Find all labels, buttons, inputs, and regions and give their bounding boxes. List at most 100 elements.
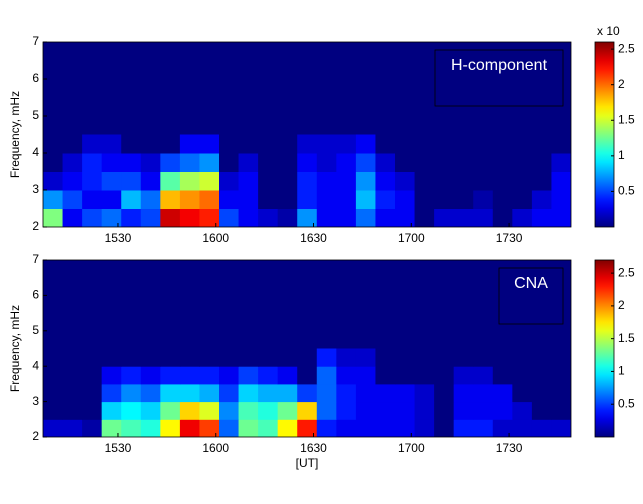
heat-cell	[375, 383, 396, 403]
heat-cell	[238, 348, 259, 367]
heat-cell	[199, 171, 220, 191]
heat-cell	[414, 383, 435, 403]
heat-cell	[277, 208, 298, 227]
heat-cell	[62, 153, 83, 172]
colorbar-tick-label: 1.5	[618, 112, 635, 126]
x-tick-label: 1530	[105, 231, 132, 245]
colorbar-tick-label: 1	[618, 148, 625, 162]
heat-cell	[258, 348, 279, 367]
heat-cell	[512, 153, 533, 172]
heat-cell	[62, 383, 83, 403]
heat-cell	[336, 208, 357, 227]
heat-cell	[375, 134, 396, 154]
heat-cell	[414, 366, 435, 385]
heat-cell	[492, 383, 513, 403]
heat-cell	[199, 366, 220, 385]
heat-cell	[512, 348, 533, 367]
heat-cell	[179, 366, 200, 385]
heat-cell	[258, 153, 279, 172]
heat-cell	[395, 401, 416, 420]
heat-cell	[121, 153, 142, 172]
heat-cell	[160, 348, 181, 367]
heat-cell	[238, 419, 259, 437]
heat-cell	[238, 366, 259, 385]
heat-cell	[160, 401, 181, 420]
annotation: H-component	[451, 57, 548, 74]
heat-cell	[551, 419, 571, 437]
heat-cell	[121, 419, 142, 437]
heat-cell	[453, 208, 474, 227]
heat-cell	[492, 208, 513, 227]
x-tick-label: 1630	[300, 441, 327, 455]
heat-cell	[101, 383, 122, 403]
heat-cell	[277, 348, 298, 367]
heat-cell	[238, 190, 259, 209]
colorbar-tick-label: 0.5	[618, 184, 635, 198]
heat-cell	[297, 401, 318, 420]
heat-cell	[238, 171, 259, 191]
heat-cell	[414, 190, 435, 209]
x-tick-label: 1730	[496, 441, 523, 455]
heat-cell	[62, 401, 83, 420]
heat-cell	[219, 383, 240, 403]
heat-cell	[551, 366, 571, 385]
heat-cell	[473, 348, 494, 367]
heat-cell	[355, 348, 376, 367]
heat-cell	[277, 171, 298, 191]
heat-cell	[375, 208, 396, 227]
heat-cell	[43, 348, 64, 367]
heat-cell	[43, 366, 64, 385]
heat-cell	[101, 171, 122, 191]
heat-cell	[512, 134, 533, 154]
heat-cell	[160, 366, 181, 385]
heat-cell	[414, 208, 435, 227]
x-tick-label: 1700	[398, 231, 425, 245]
heat-cell	[531, 348, 552, 367]
heat-cell	[160, 208, 181, 227]
heat-cell	[512, 401, 533, 420]
heat-cell	[277, 366, 298, 385]
heat-cell	[414, 153, 435, 172]
heat-cell	[179, 348, 200, 367]
colorbar	[594, 259, 615, 438]
heat-cell	[492, 348, 513, 367]
heat-cell	[512, 419, 533, 437]
heat-cell	[375, 171, 396, 191]
heat-cell	[101, 208, 122, 227]
y-tick-label: 2	[32, 429, 39, 443]
heat-cell	[140, 348, 161, 367]
x-tick-label: 1730	[496, 231, 523, 245]
heat-cell	[492, 419, 513, 437]
heat-cell	[492, 366, 513, 385]
heat-cell	[179, 190, 200, 209]
heat-cell	[238, 134, 259, 154]
plot-frame	[42, 41, 572, 228]
heat-cell	[531, 171, 552, 191]
heat-cell	[316, 348, 337, 367]
heat-cell	[199, 419, 220, 437]
heat-cell	[473, 134, 494, 154]
heat-cell	[258, 419, 279, 437]
y-tick-label: 3	[32, 394, 39, 408]
heat-cell	[199, 208, 220, 227]
heat-cell	[277, 153, 298, 172]
heat-cell	[375, 419, 396, 437]
heat-cell	[199, 153, 220, 172]
heat-cell	[219, 401, 240, 420]
y-tick-label: 5	[32, 323, 39, 337]
heat-cell	[82, 134, 103, 154]
heat-cell	[492, 171, 513, 191]
heat-cell	[219, 419, 240, 437]
heat-cell	[258, 190, 279, 209]
x-tick-label: 1630	[300, 231, 327, 245]
heat-cell	[219, 208, 240, 227]
heat-cell	[258, 208, 279, 227]
heat-cell	[43, 153, 64, 172]
heat-cell	[219, 366, 240, 385]
annotation: CNA	[514, 275, 548, 292]
heat-cell	[336, 153, 357, 172]
heat-cell	[473, 419, 494, 437]
heat-cell	[219, 190, 240, 209]
heat-cell	[160, 171, 181, 191]
heat-cell	[551, 171, 571, 191]
